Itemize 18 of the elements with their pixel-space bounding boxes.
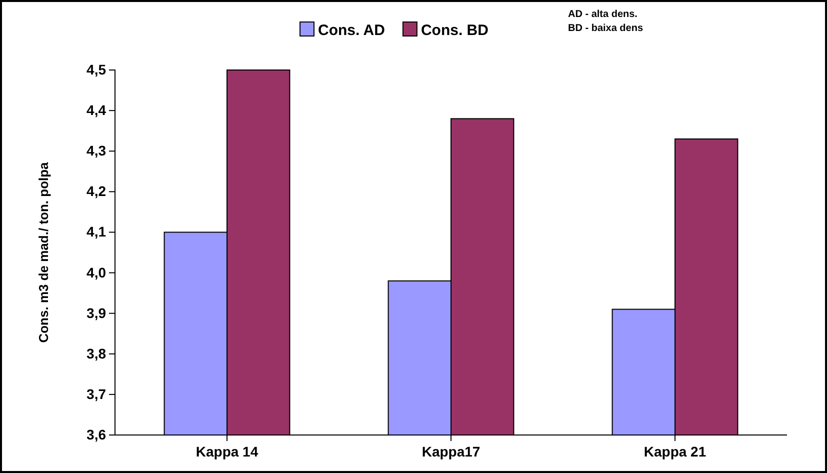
text: BD - baixa dens <box>568 23 644 34</box>
y-tick-label: 4,2 <box>86 183 106 200</box>
x-tick-label: Kappa17 <box>422 444 480 460</box>
legend-label: Cons. BD <box>420 22 489 39</box>
y-tick-label: 3,6 <box>86 426 106 442</box>
y-axis-title: Cons. m3 de mad./ ton. polpa <box>36 161 51 343</box>
y-tick-label: 3,7 <box>86 386 106 402</box>
y-tick-label: 4,5 <box>86 61 106 78</box>
y-tick-label: 4,1 <box>86 224 106 240</box>
y-tick-label: 3,9 <box>86 304 106 321</box>
y-tick-label: 4,0 <box>86 264 106 280</box>
y-tick-label: 4,4 <box>86 102 106 118</box>
x-tick-label: Kappa 21 <box>644 444 706 460</box>
legend-label: Cons. AD <box>318 22 386 39</box>
y-tick-label: 3,8 <box>86 345 106 362</box>
x-tick-label: Kappa 14 <box>196 444 258 460</box>
y-tick-label: 4,3 <box>86 142 106 159</box>
text: AD - alta dens. <box>568 9 638 20</box>
